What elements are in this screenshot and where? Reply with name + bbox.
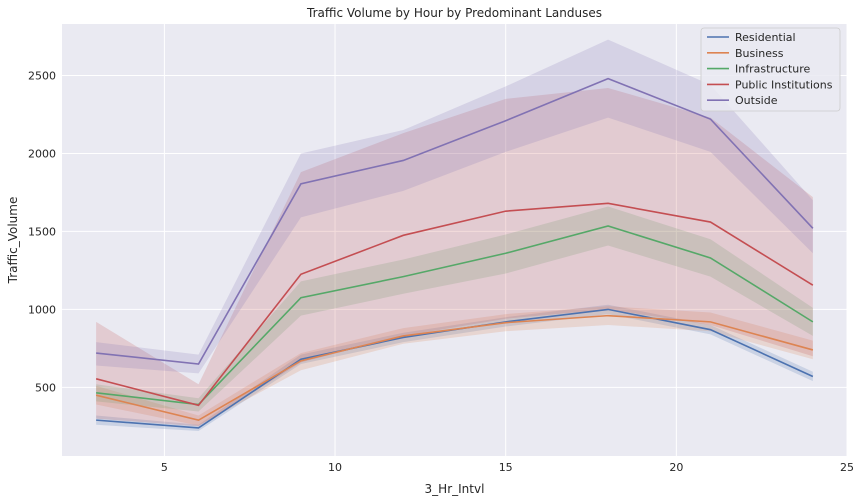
x-axis-label: 3_Hr_Intvl [425,482,485,496]
x-tick-label: 5 [161,461,168,474]
line-outside [96,77,814,365]
legend-label-infrastructure: Infrastructure [735,63,811,76]
series-lines [95,77,814,429]
legend: Residential Business Infrastructure Public … [700,27,841,112]
chart-title: Traffic Volume by Hour by Predominant La… [306,6,602,20]
y-tick-label: 500 [35,381,56,394]
legend-label-outside: Outside [735,94,778,107]
y-tick-label: 2500 [28,69,56,82]
x-tick-label: 10 [328,461,342,474]
x-tick-label: 15 [499,461,513,474]
band-outside [96,39,813,374]
y-tick-label: 1500 [28,225,56,238]
y-tick-label: 2000 [28,147,56,160]
line-infrastructure [96,225,814,406]
legend-label-business: Business [735,47,784,60]
x-tick-label: 25 [840,461,854,474]
legend-frame [700,27,841,112]
y-tick-labels: 500 1000 1500 2000 2500 [28,69,56,394]
x-tick-label: 20 [669,461,683,474]
legend-label-public-institutions: Public Institutions [735,78,833,91]
band-public-institutions [96,87,813,427]
band-infrastructure [96,206,813,412]
line-public-institutions [95,202,814,407]
x-tick-labels: 5 10 15 20 25 [161,461,854,474]
legend-label-residential: Residential [735,31,796,44]
y-tick-label: 1000 [28,303,56,316]
y-axis-label: Traffic_Volume [6,197,20,285]
line-business [95,314,814,421]
